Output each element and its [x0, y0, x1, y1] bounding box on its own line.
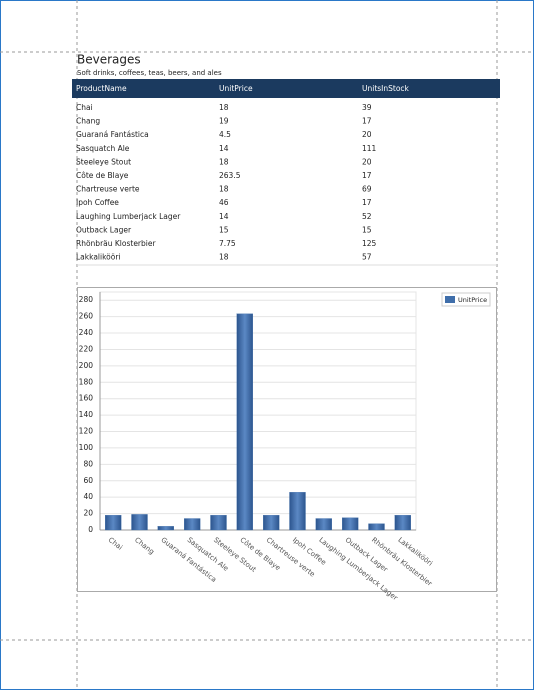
bar	[236, 313, 253, 531]
report-subtitle: Soft drinks, coffees, teas, beers, and a…	[77, 69, 222, 77]
bar	[263, 515, 280, 531]
legend-swatch	[445, 296, 455, 303]
table-cell: Laughing Lumberjack Lager	[76, 212, 181, 221]
y-tick-label: 0	[88, 525, 93, 534]
bar	[210, 515, 227, 531]
table-cell: 20	[362, 157, 372, 166]
legend-label: UnitPrice	[458, 296, 487, 304]
report-title: Beverages	[77, 53, 141, 67]
table-cell: Chartreuse verte	[76, 185, 140, 194]
bar	[368, 523, 385, 531]
table-cell: Chang	[76, 117, 100, 126]
table-cell: Côte de Blaye	[76, 171, 129, 180]
table-cell: Steeleye Stout	[76, 157, 131, 166]
table-header	[72, 79, 500, 98]
table-cell: Sasquatch Ale	[76, 144, 130, 153]
y-tick-label: 20	[83, 509, 93, 518]
table-cell: 20	[362, 130, 372, 139]
y-tick-label: 240	[79, 328, 94, 337]
bar	[342, 517, 359, 531]
y-tick-label: 200	[79, 361, 94, 370]
table-cell: Outback Lager	[76, 225, 132, 234]
column-header: ProductName	[76, 84, 127, 93]
table-cell: 263.5	[219, 171, 241, 180]
table-cell: 69	[362, 185, 372, 194]
table-cell: 15	[219, 225, 229, 234]
table-cell: Chai	[76, 103, 93, 112]
bar	[315, 518, 332, 531]
table-cell: 52	[362, 212, 372, 221]
table-cell: 14	[219, 212, 229, 221]
table-cell: 18	[219, 103, 229, 112]
y-tick-label: 60	[83, 476, 93, 485]
table-cell: 4.5	[219, 130, 231, 139]
table-cell: 18	[219, 253, 229, 262]
plot-area	[99, 291, 417, 531]
table-cell: 57	[362, 253, 372, 262]
table-cell: 17	[362, 117, 372, 126]
table-cell: 18	[219, 157, 229, 166]
column-header: UnitsInStock	[362, 84, 410, 93]
y-tick-label: 80	[83, 459, 93, 468]
y-tick-label: 260	[79, 312, 94, 321]
y-tick-label: 140	[79, 410, 94, 419]
bar	[184, 518, 201, 531]
table-cell: 111	[362, 144, 377, 153]
table-cell: Guaraná Fantástica	[76, 130, 149, 139]
table-cell: 18	[219, 185, 229, 194]
table-cell: 125	[362, 239, 377, 248]
bar	[105, 515, 122, 531]
y-tick-label: 160	[79, 394, 94, 403]
table-cell: 17	[362, 171, 372, 180]
table-cell: 15	[362, 225, 372, 234]
y-tick-label: 280	[79, 295, 94, 304]
table-cell: 7.75	[219, 239, 236, 248]
column-header: UnitPrice	[219, 84, 253, 93]
y-tick-label: 100	[79, 443, 94, 452]
y-tick-label: 180	[79, 377, 94, 386]
bar	[131, 514, 148, 531]
bar	[394, 515, 411, 531]
y-tick-label: 40	[83, 492, 93, 501]
table-cell: 46	[219, 198, 229, 207]
table-cell: 17	[362, 198, 372, 207]
y-tick-label: 120	[79, 427, 94, 436]
table-cell: Ipoh Coffee	[76, 198, 119, 207]
bar	[157, 526, 174, 531]
table-cell: 14	[219, 144, 229, 153]
table-cell: Rhönbräu Klosterbier	[76, 239, 156, 248]
y-tick-label: 220	[79, 344, 94, 353]
table-cell: Lakkalikööri	[76, 253, 121, 262]
bar	[289, 492, 306, 531]
table-cell: 19	[219, 117, 229, 126]
table-cell: 39	[362, 103, 372, 112]
